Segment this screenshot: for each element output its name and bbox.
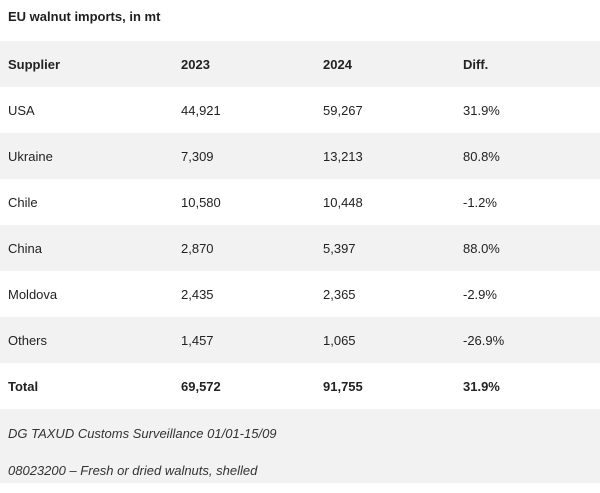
value-2024-cell: 13,213	[323, 148, 363, 164]
diff-cell: -1.2%	[463, 194, 497, 210]
total-2023: 69,572	[181, 378, 221, 394]
diff-cell: 88.0%	[463, 240, 500, 256]
supplier-cell: Ukraine	[8, 148, 53, 164]
walnut-imports-table: Supplier 2023 2024 Diff. USA 44,921 59,2…	[0, 41, 600, 483]
table-row: Moldova 2,435 2,365 -2.9%	[0, 271, 600, 317]
supplier-cell: Others	[8, 332, 48, 348]
source-note: DG TAXUD Customs Surveillance 01/01-15/0…	[8, 425, 277, 441]
table-row: USA 44,921 59,267 31.9%	[0, 87, 600, 133]
value-2024-cell: 10,448	[323, 194, 363, 210]
supplier-cell: Moldova	[8, 286, 58, 302]
product-note: 08023200 – Fresh or dried walnuts, shell…	[8, 462, 258, 478]
source-note-row: DG TAXUD Customs Surveillance 01/01-15/0…	[0, 409, 600, 457]
diff-cell: 80.8%	[463, 148, 500, 164]
diff-cell: -2.9%	[463, 286, 497, 302]
supplier-cell: Chile	[8, 194, 38, 210]
value-2024-cell: 2,365	[323, 286, 356, 302]
value-2024-cell: 1,065	[323, 332, 356, 348]
supplier-cell: USA	[8, 102, 35, 118]
value-2023-cell: 7,309	[181, 148, 214, 164]
diff-cell: 31.9%	[463, 102, 500, 118]
total-diff: 31.9%	[463, 378, 500, 394]
total-label: Total	[8, 378, 39, 394]
table-title: EU walnut imports, in mt	[8, 9, 161, 24]
table-row: Chile 10,580 10,448 -1.2%	[0, 179, 600, 225]
header-2023: 2023	[181, 56, 210, 72]
value-2023-cell: 2,870	[181, 240, 214, 256]
value-2023-cell: 2,435	[181, 286, 214, 302]
product-note-row: 08023200 – Fresh or dried walnuts, shell…	[0, 457, 600, 483]
table-header-row: Supplier 2023 2024 Diff.	[0, 41, 600, 87]
table-row: China 2,870 5,397 88.0%	[0, 225, 600, 271]
value-2024-cell: 5,397	[323, 240, 356, 256]
value-2024-cell: 59,267	[323, 102, 363, 118]
table-row: Ukraine 7,309 13,213 80.8%	[0, 133, 600, 179]
header-2024: 2024	[323, 56, 352, 72]
value-2023-cell: 1,457	[181, 332, 214, 348]
supplier-cell: China	[8, 240, 42, 256]
value-2023-cell: 44,921	[181, 102, 221, 118]
diff-cell: -26.9%	[463, 332, 505, 348]
header-diff: Diff.	[463, 56, 489, 72]
total-2024: 91,755	[323, 378, 363, 394]
total-row: Total 69,572 91,755 31.9%	[0, 363, 600, 409]
header-supplier: Supplier	[8, 56, 61, 72]
table-row: Others 1,457 1,065 -26.9%	[0, 317, 600, 363]
value-2023-cell: 10,580	[181, 194, 221, 210]
